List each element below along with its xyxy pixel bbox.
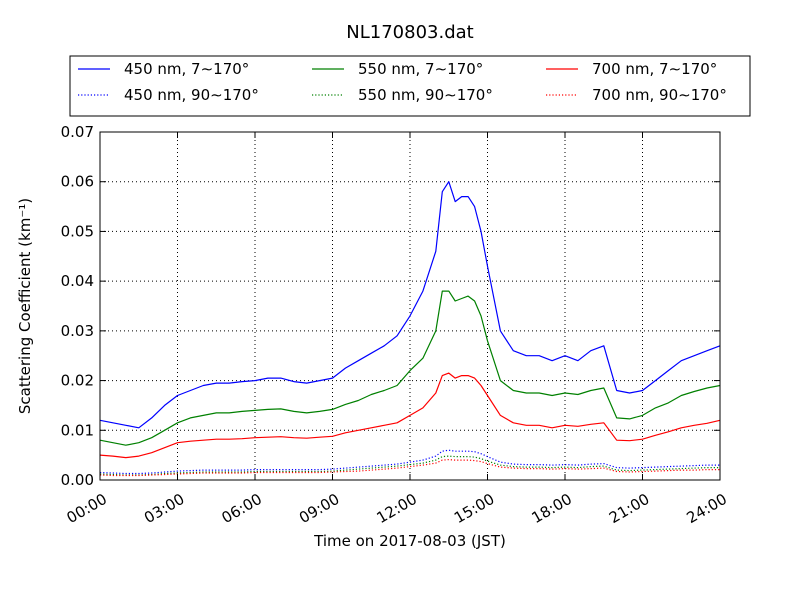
legend-label: 450 nm, 7∼170° — [124, 60, 249, 78]
x-axis-label: Time on 2017-08-03 (JST) — [313, 532, 506, 550]
series-line-2 — [99, 372, 721, 459]
series-layer — [99, 181, 721, 477]
series-line-1 — [99, 290, 721, 446]
y-tick-label: 0.06 — [61, 173, 94, 191]
y-tick-label: 0.01 — [61, 421, 94, 439]
series-line-4 — [99, 455, 720, 476]
y-tick-label: 0.03 — [61, 322, 94, 340]
grid — [100, 132, 720, 480]
legend-box — [69, 55, 751, 117]
y-tick-label: 0.07 — [61, 123, 94, 141]
series-line-0 — [99, 181, 721, 429]
y-tick-label: 0.00 — [61, 471, 94, 489]
chart-title: NL170803.dat — [346, 22, 473, 43]
y-tick-label: 0.02 — [61, 372, 94, 390]
legend-label: 550 nm, 90∼170° — [358, 86, 493, 104]
y-tick-label: 0.05 — [61, 222, 94, 240]
legend-label: 700 nm, 7∼170° — [592, 60, 717, 78]
series-line-3 — [99, 449, 720, 475]
legend-label: 700 nm, 90∼170° — [592, 86, 727, 104]
legend-label: 550 nm, 7∼170° — [358, 60, 483, 78]
legend: 450 nm, 7∼170° 550 nm, 7∼170° 700 nm, 7∼17… — [69, 55, 751, 117]
y-axis-label: Scattering Coefficient (km⁻¹) — [16, 198, 34, 414]
y-tick-label: 0.04 — [61, 272, 94, 290]
legend-label: 450 nm, 90∼170° — [124, 86, 259, 104]
series-line-5 — [99, 459, 720, 477]
